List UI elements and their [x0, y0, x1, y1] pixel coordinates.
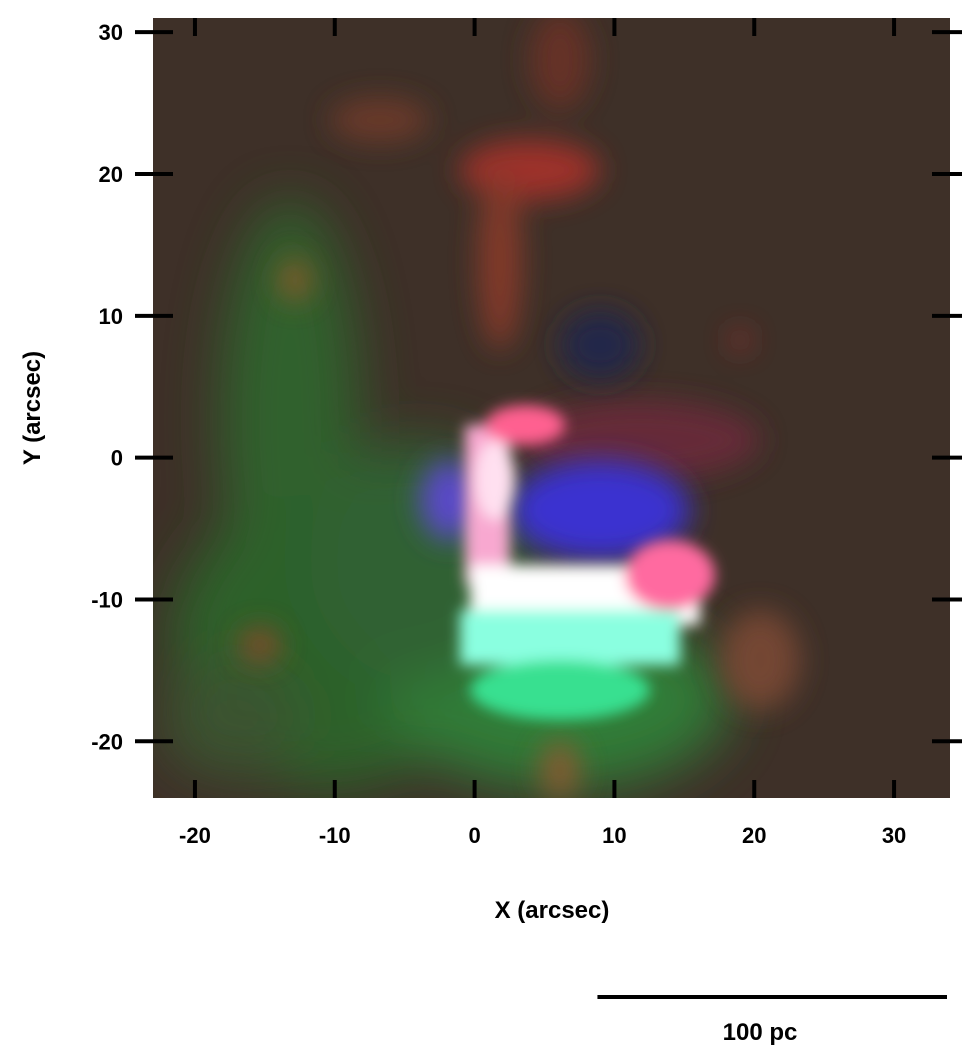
x-axis-tick-labels: -20 -10 0 10 20 30: [179, 823, 906, 848]
scale-bar-label: 100 pc: [723, 1019, 798, 1046]
y-axis-tick-labels: -20 -10 0 10 20 30: [91, 20, 123, 754]
y-axis-title: Y (arcsec): [19, 351, 46, 465]
x-tick-label: 10: [602, 823, 626, 848]
y-tick-label: 30: [99, 20, 123, 45]
x-tick-label: 30: [882, 823, 906, 848]
y-tick-label: -10: [91, 587, 123, 612]
x-axis-ticks: [192, 18, 897, 798]
y-tick-label: -20: [91, 729, 123, 754]
x-axis-title: X (arcsec): [495, 897, 610, 924]
composite-image: [153, 18, 950, 798]
y-axis-ticks: [135, 30, 962, 744]
x-tick-label: 20: [742, 823, 766, 848]
x-tick-label: 0: [468, 823, 480, 848]
green-emission: [160, 200, 730, 790]
y-tick-label: 10: [99, 304, 123, 329]
y-tick-label: 0: [111, 446, 123, 471]
y-tick-label: 20: [99, 162, 123, 187]
x-tick-label: -20: [179, 823, 211, 848]
red-emission: [240, 18, 800, 798]
x-tick-label: -10: [319, 823, 351, 848]
scale-bar: 100 pc: [597, 995, 947, 1046]
bright-core: [460, 405, 715, 720]
